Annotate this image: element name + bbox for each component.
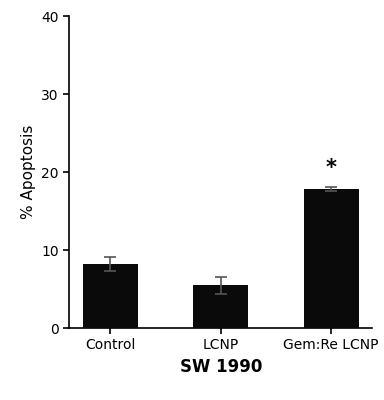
Bar	[193, 285, 248, 328]
X-axis label: SW 1990: SW 1990	[180, 358, 262, 376]
Bar	[303, 189, 359, 328]
Y-axis label: % Apoptosis: % Apoptosis	[20, 125, 36, 219]
Bar	[83, 264, 138, 328]
Text: *: *	[326, 158, 337, 178]
